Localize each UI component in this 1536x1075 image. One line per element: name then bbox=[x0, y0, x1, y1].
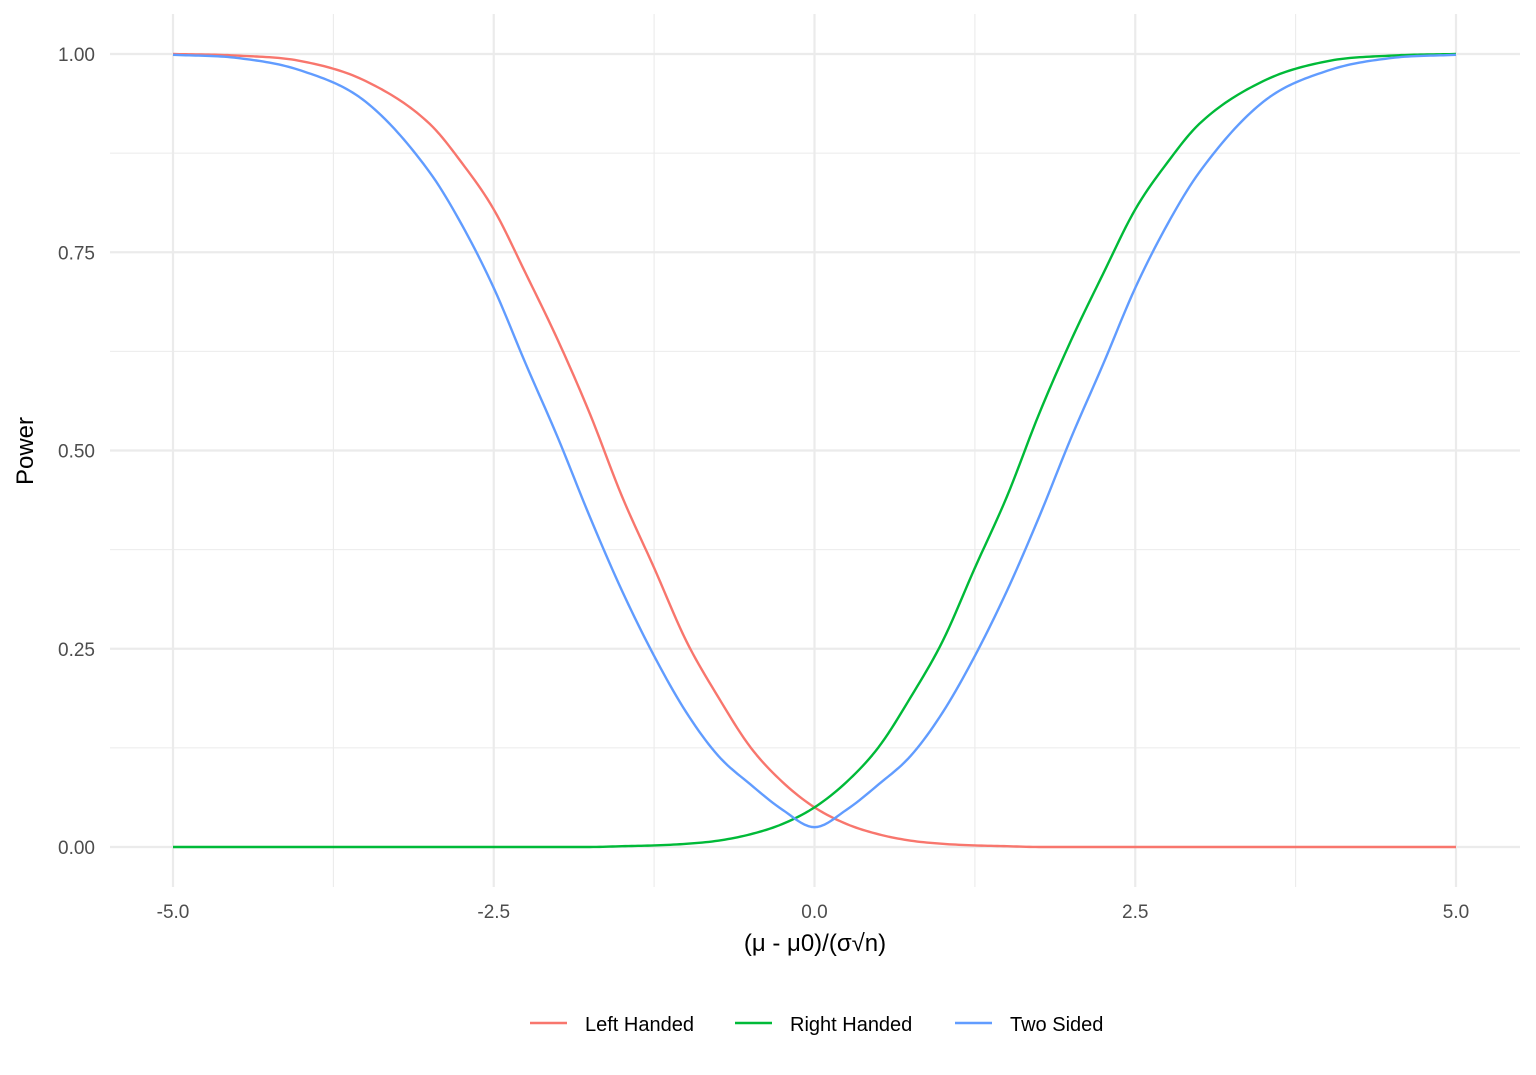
x-tick-label: -5.0 bbox=[157, 902, 190, 923]
legend-item-right-handed: Right Handed bbox=[735, 1014, 912, 1036]
y-tick-label: 0.00 bbox=[58, 838, 95, 859]
x-axis-title: (μ - μ0)/(σ√n) bbox=[744, 930, 886, 957]
y-axis-title: Power bbox=[12, 417, 39, 485]
x-axis-ticks: -5.0 -2.5 0.0 2.5 5.0 bbox=[157, 902, 1470, 923]
y-tick-label: 0.75 bbox=[58, 243, 95, 264]
x-tick-label: 0.0 bbox=[801, 902, 827, 923]
legend-item-two-sided: Two Sided bbox=[955, 1014, 1103, 1036]
x-tick-label: 2.5 bbox=[1122, 902, 1148, 923]
y-axis-ticks: 0.00 0.25 0.50 0.75 1.00 bbox=[58, 45, 95, 859]
series-line-two-sided bbox=[172, 53, 1457, 829]
legend-label-right-handed: Right Handed bbox=[790, 1014, 912, 1036]
series-lines bbox=[172, 52, 1457, 849]
y-tick-label: 0.50 bbox=[58, 442, 95, 463]
x-tick-label: -2.5 bbox=[477, 902, 510, 923]
legend-item-left-handed: Left Handed bbox=[530, 1014, 694, 1036]
y-tick-label: 0.25 bbox=[58, 640, 95, 661]
legend-label-left-handed: Left Handed bbox=[585, 1014, 694, 1036]
legend: Left Handed Right Handed Two Sided bbox=[530, 1014, 1103, 1036]
series-line-right-handed bbox=[173, 52, 1457, 849]
y-tick-label: 1.00 bbox=[58, 45, 95, 66]
x-tick-label: 5.0 bbox=[1443, 902, 1469, 923]
legend-label-two-sided: Two Sided bbox=[1010, 1014, 1103, 1036]
grid bbox=[110, 14, 1520, 887]
